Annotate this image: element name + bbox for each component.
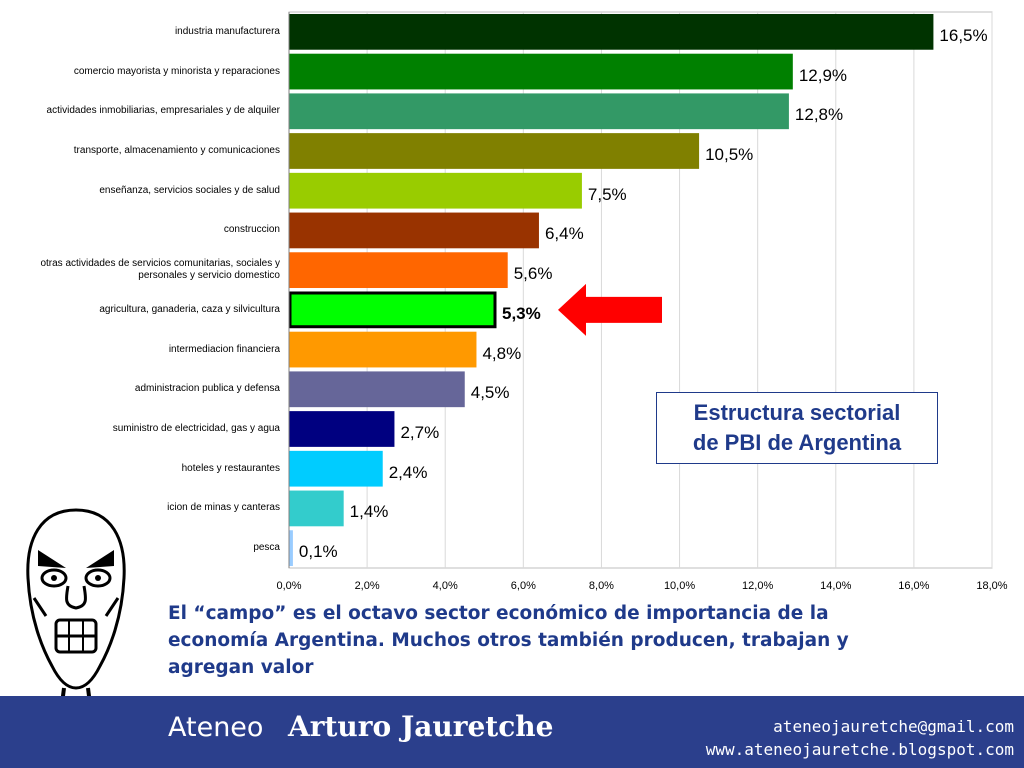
data-label: 4,8% <box>482 343 522 363</box>
x-tick-label: 18,0% <box>976 580 1008 592</box>
x-tick-label: 4,0% <box>432 580 458 592</box>
data-label: 2,7% <box>400 423 440 442</box>
category-label: comercio mayorista y minorista y reparac… <box>73 65 280 77</box>
bar-chart <box>288 11 993 569</box>
bar <box>289 212 539 249</box>
category-label: icion de minas y canteras <box>167 502 280 514</box>
x-tick-label: 14,0% <box>820 580 852 592</box>
bar <box>289 133 700 169</box>
footer-bar <box>0 696 1024 768</box>
bar <box>289 93 789 130</box>
bar <box>289 252 508 289</box>
footer-email[interactable]: ateneojauretche@gmail.com <box>773 717 1014 736</box>
x-tick-label: 8,0% <box>588 580 614 592</box>
bar <box>289 172 582 209</box>
bar <box>288 291 497 329</box>
data-label: 2,4% <box>388 462 428 482</box>
data-label: 12,9% <box>798 65 848 85</box>
category-label: agricultura, ganaderia, caza y silvicult… <box>99 303 280 315</box>
category-label: hoteles y restaurantes <box>181 462 280 474</box>
footer-website-link[interactable]: www.ateneojauretche.blogspot.com <box>705 740 1014 759</box>
bar <box>289 331 477 368</box>
footer-org-name: Arturo Jauretche <box>288 710 554 743</box>
angry-face-icon <box>26 508 126 728</box>
bar <box>289 411 395 447</box>
bar <box>289 530 293 567</box>
category-label: suministro de electricidad, gas y agua <box>112 422 280 434</box>
data-label: 4,5% <box>470 383 510 403</box>
data-label: 0,1% <box>298 542 338 562</box>
data-label: 1,4% <box>349 502 389 522</box>
bar <box>289 371 465 408</box>
x-tick-label: 10,0% <box>663 580 696 592</box>
bar <box>289 450 383 487</box>
data-label: 5,6% <box>513 264 553 284</box>
bar <box>289 53 793 90</box>
data-label: 7,5% <box>587 184 627 204</box>
category-label: intermediacion financiera <box>168 343 280 355</box>
bar <box>289 13 934 50</box>
x-tick-label: 0,0% <box>276 580 302 592</box>
x-tick-label: 16,0% <box>898 580 930 592</box>
chart-title-line-2: de PBI de Argentina <box>692 430 902 455</box>
x-tick-label: 2,0% <box>354 580 380 592</box>
chart-title-line-1: Estructura sectorial <box>693 400 901 425</box>
category-label: actividades inmobiliarias, empresariales… <box>46 105 280 117</box>
category-label: industria manufacturera <box>174 25 280 37</box>
category-label: administracion publica y defensa <box>134 383 280 395</box>
data-label: 12,8% <box>794 105 844 125</box>
category-label: enseñanza, servicios sociales y de salud <box>99 184 280 196</box>
left-arrow-icon <box>558 283 662 336</box>
data-label: 5,3% <box>501 303 541 323</box>
data-label: 6,4% <box>544 224 584 244</box>
category-label: otras actividades de servicios comunitar… <box>40 258 280 282</box>
x-tick-label: 6,0% <box>510 580 536 592</box>
footer-org-prefix: Ateneo <box>168 712 264 743</box>
bar <box>289 490 344 527</box>
data-label: 10,5% <box>705 145 754 164</box>
category-label: construccion <box>223 224 280 236</box>
category-label: transporte, almacenamiento y comunicacio… <box>73 144 280 156</box>
data-label: 16,5% <box>939 25 988 45</box>
caption-text: El “campo” es el octavo sector económico… <box>168 603 849 678</box>
category-label: pesca <box>253 542 280 554</box>
x-tick-label: 12,0% <box>742 580 774 592</box>
chart-title-box: Estructura sectorial de PBI de Argentina <box>656 392 938 464</box>
